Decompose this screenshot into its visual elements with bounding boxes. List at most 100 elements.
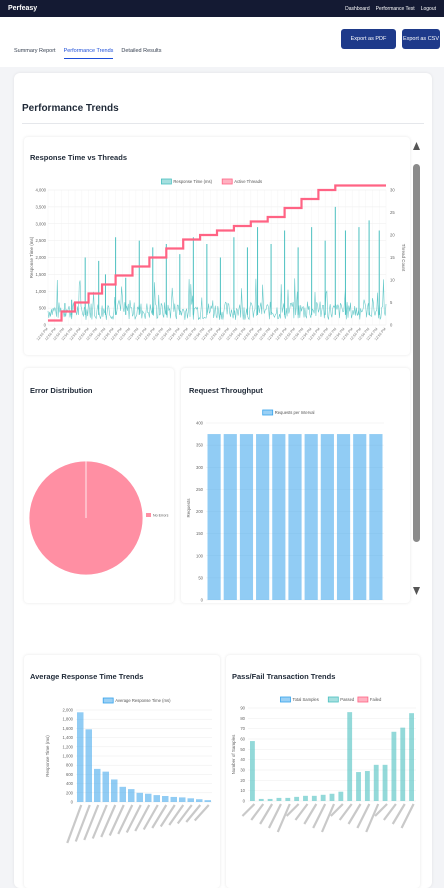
tab-summary-report[interactable]: Summary Report [14, 48, 56, 54]
pf-x-tick-label [374, 803, 388, 817]
card-title-avg-response: Average Response Time Trends [30, 672, 144, 681]
export-pdf-button[interactable]: Export as PDF [341, 29, 396, 49]
avg-bar [145, 793, 152, 802]
avg-x-tick-label [176, 804, 193, 825]
avg-bar [153, 795, 160, 802]
pf-x-tick-label [250, 803, 265, 821]
pf-legend-label: Passed [340, 697, 355, 702]
pie-legend-label: No Errors [153, 514, 169, 518]
tab-detailed-results[interactable]: Detailed Results [121, 48, 162, 54]
pf-bar [303, 795, 308, 801]
pf-x-tick-label [285, 803, 300, 817]
pf-y-tick-label: 50 [240, 747, 245, 752]
top-navbar: Perfeasy Dashboard Performance Test Logo… [0, 0, 444, 17]
avg-bar [128, 789, 135, 802]
avg-y-tick-label: 1,800 [63, 717, 74, 722]
rt-legend-label: Active Threads [234, 179, 262, 184]
tp-y-tick-label: 200 [196, 509, 204, 514]
rt-y2-axis-label: Thread Count [401, 244, 406, 272]
pf-legend-label: Total Samples [293, 697, 319, 702]
avg-y-tick-label: 2,000 [63, 708, 74, 713]
avg-bar [102, 771, 109, 802]
pf-y-tick-label: 80 [240, 716, 245, 721]
pf-x-tick-label [320, 803, 336, 833]
pf-bar [400, 727, 406, 801]
pf-bar [276, 797, 282, 801]
rt-legend-label: Response Time (ms) [173, 179, 212, 184]
top-nav-menu: Dashboard Performance Test Logout [345, 6, 436, 12]
pf-bar [338, 791, 344, 801]
card-title-pass-fail: Pass/Fail Transaction Trends [232, 672, 336, 681]
error-distribution-card: Error Distribution No Errors [24, 368, 174, 603]
pf-x-tick-label [241, 803, 256, 817]
avg-x-tick-label [185, 804, 202, 823]
pf-bar [267, 798, 273, 801]
tp-y-tick-label: 50 [198, 575, 203, 580]
rt-y2-tick-label: 20 [390, 233, 395, 238]
avg-x-tick-label [117, 804, 134, 835]
tp-y-tick-label: 350 [196, 443, 204, 448]
avg-bar [111, 779, 118, 802]
pf-y-tick-label: 10 [240, 788, 245, 793]
tp-bar [336, 434, 351, 600]
avg-y-tick-label: 1,000 [63, 754, 74, 759]
export-csv-button[interactable]: Export as CSV [402, 29, 440, 49]
nav-dashboard-link[interactable]: Dashboard [345, 5, 370, 12]
avg-response-card: Average Response Time Trends Average Res… [24, 655, 220, 888]
request-throughput-chart: Requests per Interval 0 50 100 150 200 250 300 3… [186, 409, 384, 603]
pf-x-tick-label [383, 803, 397, 821]
pf-x-tick-label [330, 803, 344, 817]
tp-y-tick-label: 300 [196, 465, 204, 470]
nav-performance-test-link[interactable]: Performance Test [375, 5, 415, 12]
avg-y-tick-label: 600 [66, 772, 74, 777]
rt-y-tick-label: 1,500 [36, 272, 47, 277]
tp-y-axis-label: Requests [186, 498, 191, 518]
rt-y-axis-label: Response Time (ms) [29, 236, 34, 278]
pf-legend-swatch [357, 696, 369, 703]
pass-fail-card: Pass/Fail Transaction Trends Total Sampl… [226, 655, 420, 888]
avg-bar [187, 798, 194, 802]
avg-legend-label: Average Response Time (ms) [115, 698, 171, 703]
pf-x-tick-label [259, 803, 274, 825]
tp-bar [288, 434, 302, 600]
rt-legend-swatch [221, 178, 233, 185]
pf-y-axis-label: Number of Samples [231, 734, 236, 775]
avg-y-axis-label: Response Time (ms) [45, 735, 50, 777]
tp-bar [239, 434, 254, 600]
rt-y-tick-label: 500 [39, 306, 47, 311]
vertical-scrollbar[interactable] [412, 140, 421, 602]
rt-y-tick-label: 4,000 [36, 188, 47, 193]
pf-x-tick-label [400, 803, 415, 829]
tp-bar [272, 434, 286, 600]
scroll-up-arrow-icon[interactable] [413, 142, 420, 150]
pf-bar [364, 771, 370, 801]
scroll-down-arrow-icon[interactable] [413, 587, 420, 595]
pf-y-tick-label: 90 [240, 706, 245, 711]
tab-performance-trends[interactable]: Performance Trends [63, 48, 114, 59]
pf-x-tick-label [338, 803, 353, 821]
avg-legend-swatch [102, 697, 114, 704]
pf-bar [356, 772, 361, 801]
tp-bar [223, 434, 237, 600]
page-title: Performance Trends [22, 103, 119, 114]
pf-bar [311, 795, 317, 801]
pf-bar [258, 798, 264, 801]
pf-bar [320, 794, 326, 801]
avg-x-tick-label [168, 804, 185, 826]
scrollbar-thumb[interactable] [413, 164, 420, 542]
pf-x-tick-label [303, 803, 318, 825]
avg-x-tick-label [142, 804, 159, 831]
nav-logout-link[interactable]: Logout [420, 5, 436, 12]
pf-x-tick-label [365, 803, 380, 833]
response-threads-chart: Response Time (ms) Active Threads 0 500 1,00… [29, 178, 406, 341]
pf-bar [382, 764, 388, 801]
pf-bar [294, 796, 300, 801]
pf-x-tick-label [391, 803, 406, 825]
pf-x-tick-label [347, 803, 362, 825]
avg-y-tick-label: 0 [71, 800, 74, 805]
rt-y2-tick-label: 25 [390, 210, 395, 215]
avg-bar [136, 792, 143, 802]
pf-x-tick-label [356, 803, 371, 829]
brand-logo[interactable]: Perfeasy [8, 5, 38, 12]
avg-x-tick-label [100, 804, 117, 838]
